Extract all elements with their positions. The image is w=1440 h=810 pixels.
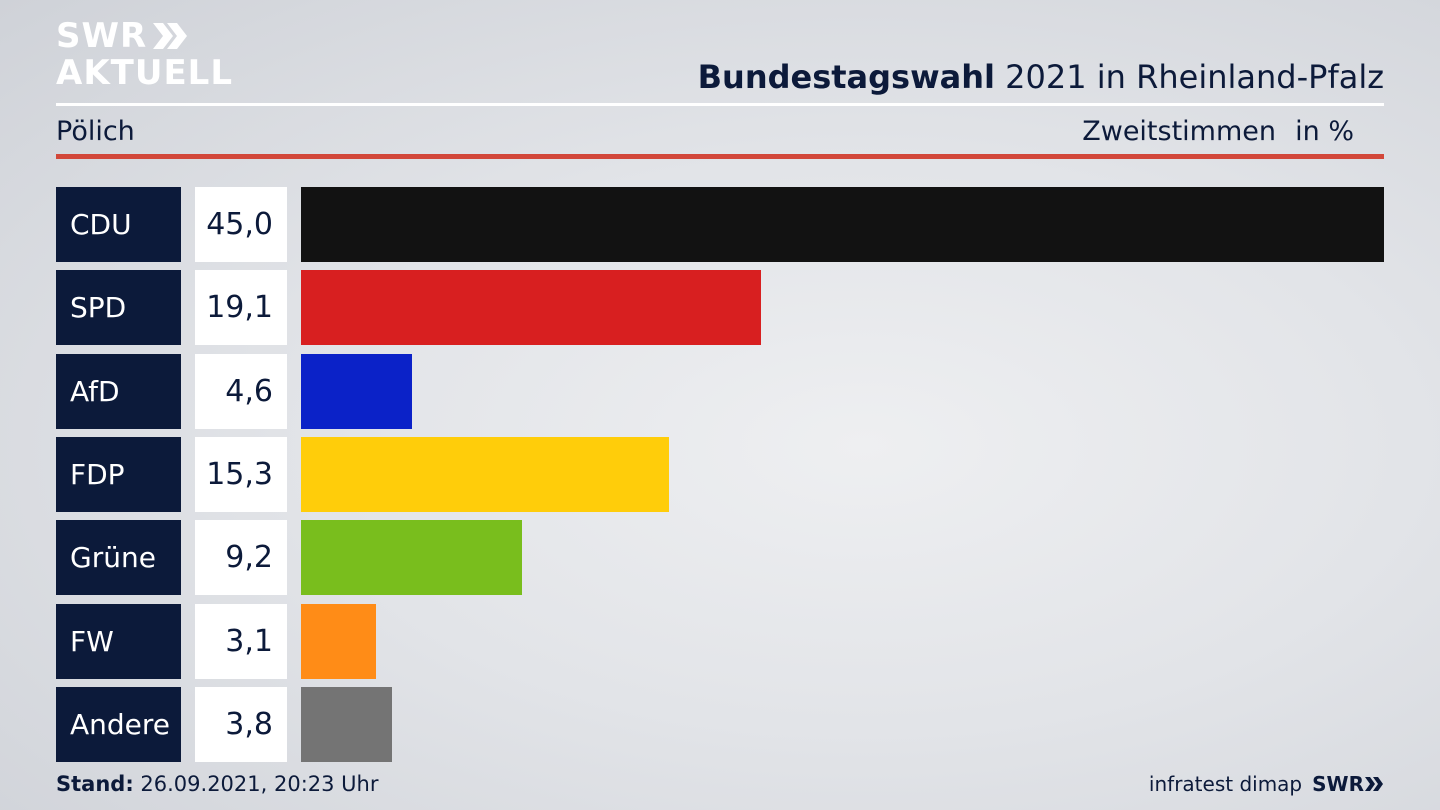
value-label-andere: 3,8 (195, 687, 287, 762)
stand-value: 26.09.2021, 20:23 Uhr (133, 772, 379, 796)
bar-gr-ne (301, 520, 522, 595)
bar-cdu (301, 187, 1384, 262)
metric-label: Zweitstimmen (1082, 116, 1276, 147)
party-label-fw: FW (56, 604, 181, 679)
party-label-afd: AfD (56, 354, 181, 429)
bar-andere (301, 687, 392, 762)
party-label-cdu: CDU (56, 187, 181, 262)
bar-fw (301, 604, 376, 679)
region-label: Pölich (56, 116, 135, 147)
party-label-andere: Andere (56, 687, 181, 762)
party-label-gr-ne: Grüne (56, 520, 181, 595)
stand-label: Stand: (56, 772, 134, 796)
value-label-fdp: 15,3 (195, 437, 287, 512)
logo-swr-text: SWR (56, 16, 148, 56)
footer-credits: infratest dimap SWR (1149, 772, 1384, 796)
page-title: Bundestagswahl 2021 in Rheinland-Pfalz (698, 58, 1384, 96)
value-label-spd: 19,1 (195, 270, 287, 345)
value-label-gr-ne: 9,2 (195, 520, 287, 595)
header-divider (56, 103, 1384, 106)
party-label-spd: SPD (56, 270, 181, 345)
logo-aktuell-text: AKTUELL (56, 53, 234, 93)
title-rest: 2021 in Rheinland-Pfalz (995, 58, 1384, 96)
swr-logo-small: SWR (1312, 772, 1384, 796)
bar-fdp (301, 437, 669, 512)
timestamp: Stand: 26.09.2021, 20:23 Uhr (56, 772, 379, 796)
party-label-fdp: FDP (56, 437, 181, 512)
bar-spd (301, 270, 761, 345)
bar-afd (301, 354, 412, 429)
unit-label: in % (1295, 116, 1354, 147)
double-chevron-icon (153, 23, 188, 49)
value-label-cdu: 45,0 (195, 187, 287, 262)
accent-divider (56, 154, 1384, 159)
source-label: infratest dimap (1148, 772, 1303, 796)
value-label-afd: 4,6 (195, 354, 287, 429)
swr-aktuell-logo: SWR AKTUELL (56, 18, 233, 90)
title-bold: Bundestagswahl (697, 58, 995, 96)
swr-small-text: SWR (1312, 772, 1364, 796)
value-label-fw: 3,1 (195, 604, 287, 679)
double-chevron-icon (1365, 777, 1383, 791)
